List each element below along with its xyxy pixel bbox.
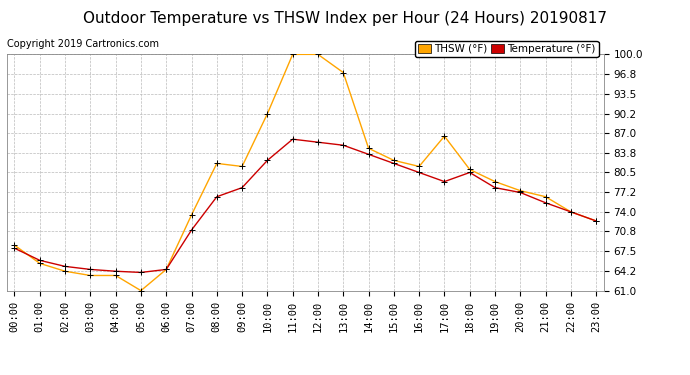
Legend: THSW (°F), Temperature (°F): THSW (°F), Temperature (°F) (415, 40, 598, 57)
Text: Copyright 2019 Cartronics.com: Copyright 2019 Cartronics.com (7, 39, 159, 50)
Text: Outdoor Temperature vs THSW Index per Hour (24 Hours) 20190817: Outdoor Temperature vs THSW Index per Ho… (83, 11, 607, 26)
